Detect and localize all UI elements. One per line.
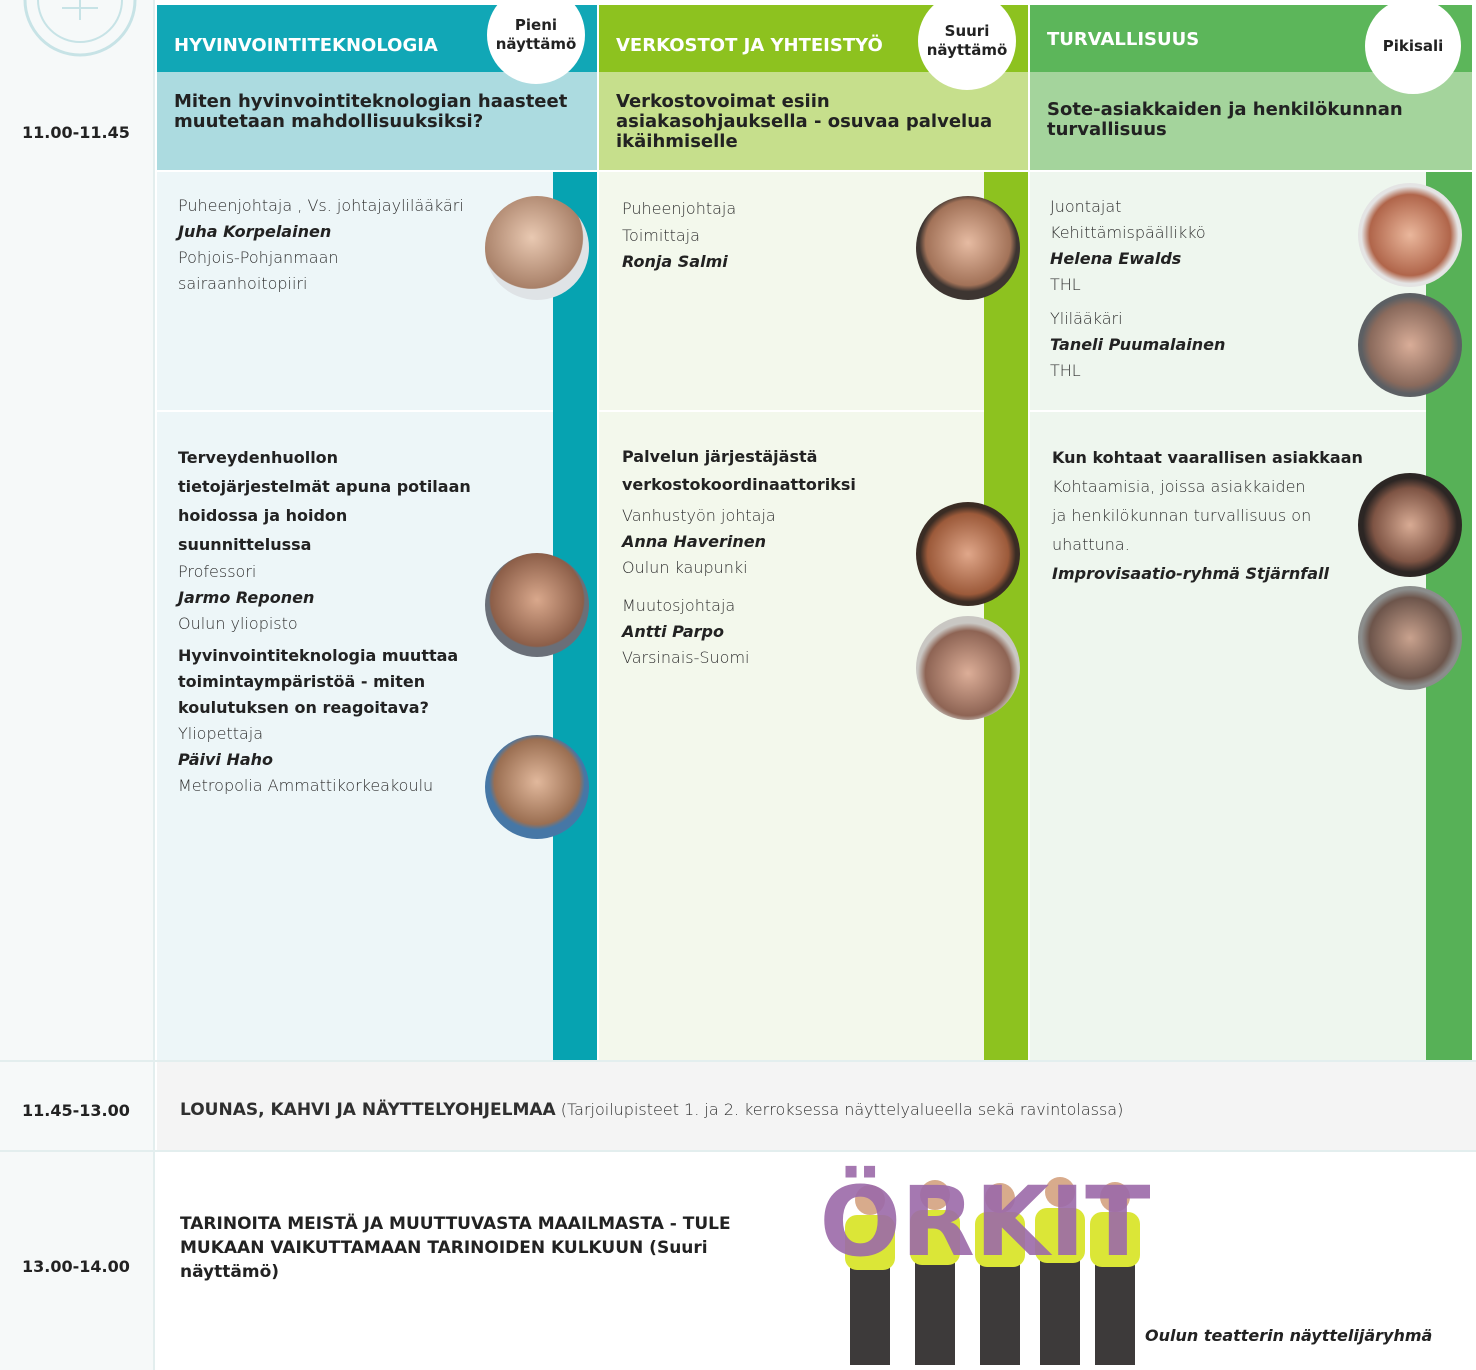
divider — [1030, 410, 1426, 412]
photo — [916, 616, 1020, 720]
track-bar — [984, 172, 1028, 1060]
speaker-name: Antti Parpo — [622, 622, 724, 641]
track-body — [599, 172, 1028, 1060]
talk-title: Kun kohtaat vaarallisen asiakkaan — [1052, 448, 1363, 467]
photo — [916, 196, 1020, 300]
org: THL — [1050, 361, 1081, 380]
stage: Pikisali — [1382, 36, 1444, 55]
org: Metropolia Ammattikorkeakoulu — [178, 776, 434, 795]
role: Professori — [178, 562, 257, 581]
lunch: LOUNAS, KAHVI JA NÄYTTELYOHJELMAA (Tarjo… — [180, 1100, 1123, 1120]
speaker-name: Jarmo Reponen — [178, 588, 315, 607]
photo — [916, 502, 1020, 606]
role: Kehittämispäällikkö — [1050, 223, 1206, 242]
speaker-name: Päivi Haho — [178, 750, 274, 769]
stage-badge: Suuri näyttämö — [918, 0, 1016, 90]
label: Puheenjohtaja — [622, 199, 737, 218]
speaker-name: Taneli Puumalainen — [1050, 335, 1226, 354]
chair: Puheenjohtaja , Vs. johtajaylilääkäri Ju… — [178, 193, 498, 297]
role: Toimittaja — [622, 226, 700, 245]
finale-image: ÖRKIT — [820, 1165, 1150, 1365]
photo — [485, 735, 589, 839]
photo — [1358, 293, 1462, 397]
photo — [1358, 586, 1462, 690]
time-slot: 11.00-11.45 — [22, 123, 130, 142]
stage: näyttämö — [495, 35, 577, 53]
stage: näyttämö — [926, 41, 1008, 59]
role: Muutosjohtaja — [622, 596, 736, 615]
row-line — [0, 1060, 1476, 1062]
track-name: VERKOSTOT JA YHTEISTYÖ — [616, 35, 883, 56]
caption: Oulun teatterin näyttelijäryhmä — [1145, 1326, 1433, 1345]
divider — [599, 410, 984, 412]
talk-title: Palvelun järjestäjästä verkostokoordinaa… — [622, 447, 856, 494]
divider — [157, 410, 553, 412]
track-name: TURVALLISUUS — [1047, 29, 1200, 50]
role: Vanhustyön johtaja — [622, 506, 776, 525]
session-title: Miten hyvinvointiteknologian haasteet mu… — [174, 91, 568, 132]
talk: Terveydenhuollon tietojärjestelmät apuna… — [178, 443, 478, 799]
stage-badge: Pieni näyttämö — [487, 0, 585, 84]
role: Ylilääkäri — [1050, 309, 1123, 328]
stage: Pieni — [514, 16, 558, 34]
photo — [1358, 473, 1462, 577]
speaker-name: Helena Ewalds — [1050, 249, 1182, 268]
talk: Kun kohtaat vaarallisen asiakkaan Kohtaa… — [1052, 443, 1363, 589]
talk-title: Hyvinvointiteknologia muuttaa toimintaym… — [178, 646, 459, 717]
photo — [1358, 183, 1462, 287]
photo — [485, 196, 589, 300]
speaker-name: Juha Korpelainen — [178, 222, 332, 241]
time-column — [0, 0, 155, 1370]
org: Pohjois-Pohjanmaan sairaanhoitopiiri — [178, 248, 339, 293]
track-name: HYVINVOINTITEKNOLOGIA — [174, 35, 438, 56]
talk: Palvelun järjestäjästä verkostokoordinaa… — [622, 443, 912, 671]
hosts: Juontajat Kehittämispäällikkö Helena Ewa… — [1050, 194, 1350, 384]
description: Kohtaamisia, joissa asiakkaiden ja henki… — [1052, 477, 1312, 554]
stage-badge: Pikisali — [1365, 0, 1461, 94]
talk-title: Terveydenhuollon tietojärjestelmät apuna… — [178, 448, 471, 554]
image-text: ÖRKIT — [820, 1165, 1150, 1278]
org: Oulun kaupunki — [622, 558, 748, 577]
photo — [485, 553, 589, 657]
lunch-title: LOUNAS, KAHVI JA NÄYTTELYOHJELMAA — [180, 1100, 556, 1120]
time-slot: 11.45-13.00 — [22, 1101, 130, 1120]
session-header: Verkostovoimat esiin asiakasohjauksella … — [599, 72, 1028, 170]
session-title: Sote-asiakkaiden ja henkilökunnan turval… — [1047, 99, 1403, 140]
session-title: Verkostovoimat esiin asiakasohjauksella … — [616, 91, 993, 152]
org: Oulun yliopisto — [178, 614, 298, 633]
stage: Suuri — [944, 22, 990, 40]
session-header: Miten hyvinvointiteknologian haasteet mu… — [157, 72, 597, 170]
performer: Improvisaatio-ryhmä Stjärnfall — [1052, 564, 1329, 583]
org: Varsinais-Suomi — [622, 648, 750, 667]
finale-title: TARINOITA MEISTÄ JA MUUTTUVASTA MAAILMAS… — [180, 1214, 731, 1282]
speaker-name: Anna Haverinen — [622, 532, 767, 551]
role: Puheenjohtaja , Vs. johtajaylilääkäri — [178, 196, 464, 215]
label: Juontajat — [1050, 197, 1122, 216]
role: Yliopettaja — [178, 724, 264, 743]
org: THL — [1050, 275, 1081, 294]
clock-icon — [23, 0, 137, 57]
time-slot: 13.00-14.00 — [22, 1257, 130, 1276]
speaker-name: Ronja Salmi — [622, 252, 728, 271]
lunch-row — [157, 1062, 1476, 1150]
chair: Puheenjohtaja Toimittaja Ronja Salmi — [622, 194, 902, 275]
row-line — [0, 1150, 1476, 1152]
lunch-note: (Tarjoilupisteet 1. ja 2. kerroksessa nä… — [560, 1100, 1124, 1119]
